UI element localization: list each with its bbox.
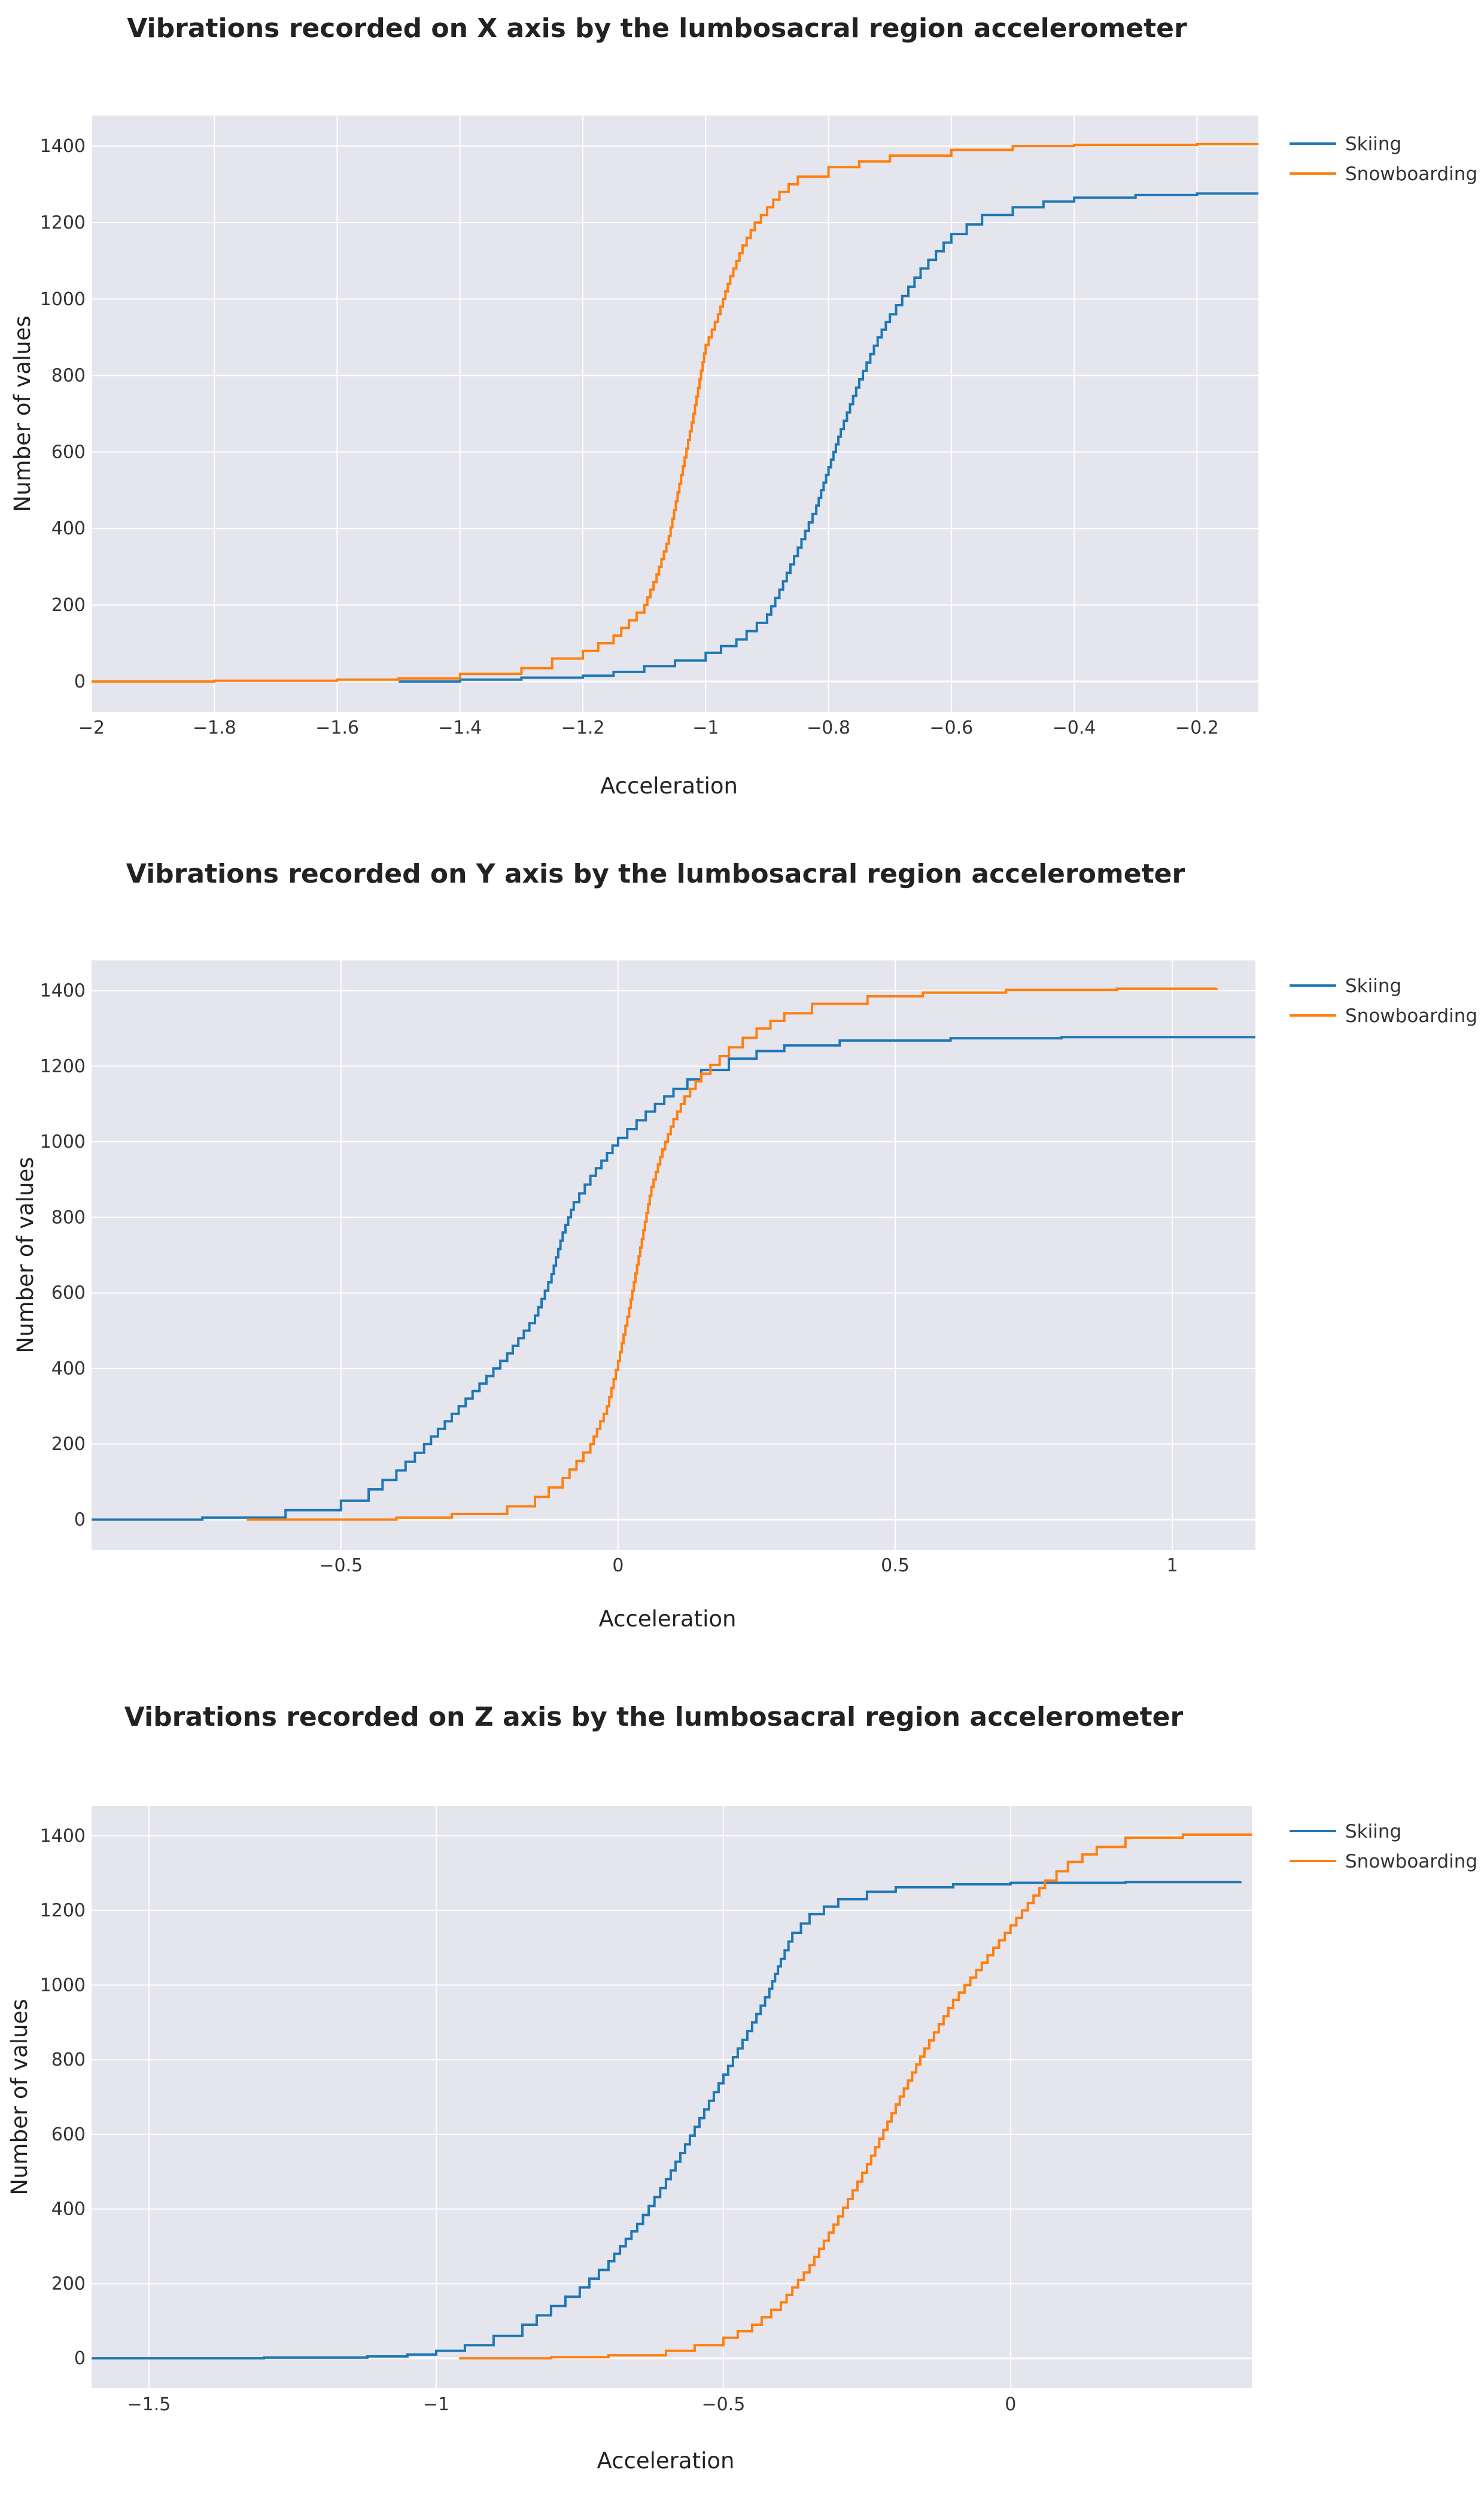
y-axis-label: Number of values xyxy=(7,1999,32,2195)
x-axis-label: Acceleration xyxy=(597,2448,735,2474)
chart-svg: Vibrations recorded on Z axis by the lum… xyxy=(7,1702,1477,2474)
chart-panel-z-axis: Vibrations recorded on Z axis by the lum… xyxy=(0,1677,1484,2515)
x-tick-label: 0.5 xyxy=(881,1555,910,1576)
chart-title: Vibrations recorded on Z axis by the lum… xyxy=(124,1702,1184,1732)
x-tick-label: −1 xyxy=(692,717,719,738)
x-tick-label: 0 xyxy=(612,1555,624,1576)
series-line-snowboarding xyxy=(459,1833,1252,2360)
x-tick-label: −1.8 xyxy=(193,717,236,738)
plot-area xyxy=(92,960,1255,1550)
x-tick-label: −1.2 xyxy=(561,717,605,738)
y-tick-label: 0 xyxy=(74,2348,86,2369)
y-tick-label: 0 xyxy=(74,1509,86,1530)
y-tick-label: 600 xyxy=(51,1283,86,1304)
y-axis-label: Number of values xyxy=(10,315,35,512)
plot-area xyxy=(92,115,1258,712)
y-tick-label: 0 xyxy=(74,671,86,692)
y-tick-label: 1000 xyxy=(40,289,86,310)
chart-panel-x-axis: Vibrations recorded on X axis by the lum… xyxy=(0,0,1484,838)
chart-title: Vibrations recorded on X axis by the lum… xyxy=(127,13,1187,44)
y-tick-label: 1200 xyxy=(40,1056,86,1077)
y-tick-label: 800 xyxy=(51,2049,86,2070)
chart-panel-y-axis: Vibrations recorded on Y axis by the lum… xyxy=(0,838,1484,1677)
x-tick-label: 0 xyxy=(1005,2394,1016,2415)
series-line-snowboarding xyxy=(92,142,1258,683)
series-line-skiing xyxy=(92,1036,1255,1521)
x-tick-label: −0.2 xyxy=(1175,717,1219,738)
y-tick-label: 1400 xyxy=(40,981,86,1002)
y-tick-label: 1200 xyxy=(40,1900,86,1921)
x-axis-label: Acceleration xyxy=(599,1606,737,1632)
x-tick-label: −2 xyxy=(78,717,105,738)
chart-title: Vibrations recorded on Y axis by the lum… xyxy=(126,859,1185,889)
x-tick-label: −0.5 xyxy=(319,1555,363,1576)
x-axis-label: Acceleration xyxy=(600,773,738,799)
legend-label-snowboarding[interactable]: Snowboarding xyxy=(1345,1005,1477,1027)
y-tick-label: 200 xyxy=(51,595,86,616)
y-tick-label: 800 xyxy=(51,1207,86,1228)
y-tick-label: 1000 xyxy=(40,1132,86,1152)
chart-svg: Vibrations recorded on X axis by the lum… xyxy=(10,13,1477,799)
legend-label-skiing[interactable]: Skiing xyxy=(1345,1821,1401,1842)
y-tick-label: 400 xyxy=(51,1358,86,1379)
legend-label-snowboarding[interactable]: Snowboarding xyxy=(1345,1851,1477,1872)
y-tick-label: 200 xyxy=(51,2273,86,2294)
x-tick-label: −1.4 xyxy=(438,717,482,738)
y-tick-label: 600 xyxy=(51,442,86,463)
legend-label-snowboarding[interactable]: Snowboarding xyxy=(1345,163,1477,185)
y-tick-label: 400 xyxy=(51,518,86,539)
x-tick-label: −1 xyxy=(423,2394,449,2415)
x-tick-label: −0.6 xyxy=(929,717,973,738)
y-tick-label: 1000 xyxy=(40,1975,86,1996)
series-line-snowboarding xyxy=(247,987,1218,1521)
y-tick-label: 1200 xyxy=(40,212,86,233)
x-tick-label: −1.6 xyxy=(315,717,359,738)
plot-area xyxy=(92,1806,1252,2388)
y-tick-label: 400 xyxy=(51,2199,86,2220)
y-tick-label: 1400 xyxy=(40,136,86,157)
x-tick-label: 1 xyxy=(1167,1555,1178,1576)
legend-label-skiing[interactable]: Skiing xyxy=(1345,975,1401,997)
series-line-skiing xyxy=(399,192,1258,683)
x-tick-label: −1.5 xyxy=(127,2394,171,2415)
y-tick-label: 200 xyxy=(51,1434,86,1455)
x-tick-label: −0.4 xyxy=(1053,717,1096,738)
y-axis-label: Number of values xyxy=(13,1157,38,1353)
series-line-skiing xyxy=(92,1881,1242,2360)
legend-label-skiing[interactable]: Skiing xyxy=(1345,133,1401,155)
y-tick-label: 1400 xyxy=(40,1826,86,1847)
x-tick-label: −0.5 xyxy=(701,2394,745,2415)
y-tick-label: 600 xyxy=(51,2124,86,2145)
y-tick-label: 800 xyxy=(51,366,86,387)
x-tick-label: −0.8 xyxy=(807,717,850,738)
chart-svg: Vibrations recorded on Y axis by the lum… xyxy=(13,859,1477,1632)
